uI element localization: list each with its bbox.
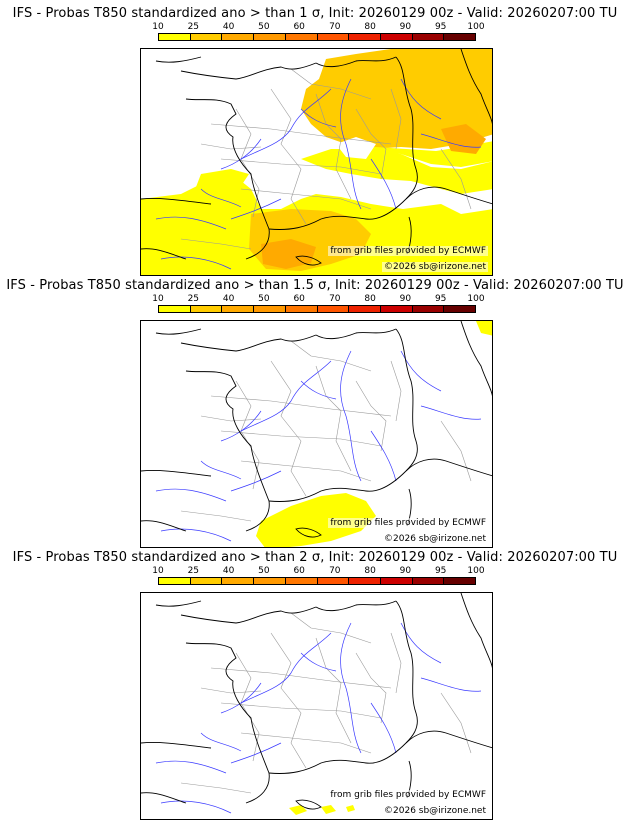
colorbar-swatch: [444, 578, 476, 584]
colorbar-strip: [158, 305, 476, 313]
probability-map: from grib files provided by ECMWF ©2026 …: [140, 592, 493, 820]
colorbar-strip: [158, 33, 476, 41]
colorbar-swatch: [317, 578, 350, 584]
colorbar-tick: 70: [329, 294, 341, 304]
colorbar-swatch: [444, 306, 476, 312]
panel-title: IFS - Probas T850 standardized ano > tha…: [12, 550, 618, 565]
colorbar-tick: 70: [329, 566, 341, 576]
colorbar-swatch: [317, 34, 350, 40]
colorbar-tick: 50: [258, 566, 270, 576]
data-source-note: from grib files provided by ECMWF: [328, 790, 488, 800]
colorbar-swatch: [159, 306, 191, 312]
colorbar-swatch: [222, 578, 255, 584]
colorbar-tick: 60: [293, 294, 305, 304]
colorbar: 10 25 40 50 60 70 80 90 95 100: [152, 22, 485, 42]
colorbar-swatch: [222, 306, 255, 312]
copyright-note: ©2026 sb@irizone.net: [382, 262, 488, 272]
colorbar-tick: 90: [399, 22, 412, 32]
colorbar-swatch: [380, 578, 413, 584]
panel-title: IFS - Probas T850 standardized ano > tha…: [6, 278, 624, 293]
colorbar-tick: 40: [222, 294, 235, 304]
colorbar-tick: 100: [467, 294, 485, 304]
colorbar-tick: 95: [434, 22, 447, 32]
map-canvas: [141, 49, 492, 275]
colorbar-swatch: [412, 578, 445, 584]
map-panel-2sigma: IFS - Probas T850 standardized ano > tha…: [0, 544, 630, 820]
colorbar-swatch: [444, 34, 476, 40]
map-canvas: [141, 593, 492, 815]
copyright-note: ©2026 sb@irizone.net: [382, 806, 488, 816]
probability-fields: [141, 49, 492, 275]
colorbar-swatch: [254, 34, 286, 40]
colorbar-swatch: [349, 34, 381, 40]
colorbar-tick: 40: [222, 566, 235, 576]
colorbar-swatch: [349, 306, 381, 312]
probability-fields: [256, 321, 492, 547]
panel-title: IFS - Probas T850 standardized ano > tha…: [12, 6, 618, 21]
colorbar-tick: 80: [364, 294, 376, 304]
colorbar-tick: 25: [187, 566, 200, 576]
colorbar-tick: 10: [152, 22, 164, 32]
colorbar-tick: 60: [293, 566, 305, 576]
colorbar-swatch: [285, 578, 318, 584]
colorbar-strip: [158, 577, 476, 585]
colorbar-swatch: [349, 578, 381, 584]
colorbar-tick: 25: [187, 294, 200, 304]
map-canvas: [141, 321, 492, 547]
colorbar-tick: 10: [152, 566, 164, 576]
map-panel-1sigma: IFS - Probas T850 standardized ano > tha…: [0, 0, 630, 276]
colorbar-swatch: [285, 34, 318, 40]
colorbar-swatch: [254, 578, 286, 584]
map-panel-1-5sigma: IFS - Probas T850 standardized ano > tha…: [0, 272, 630, 548]
colorbar-tick: 90: [399, 294, 412, 304]
colorbar-swatch: [317, 306, 350, 312]
colorbar-tick: 80: [364, 566, 376, 576]
colorbar-tick: 90: [399, 566, 412, 576]
colorbar-tick: 25: [187, 22, 200, 32]
probability-fields: [289, 805, 355, 815]
colorbar-labels: 10 25 40 50 60 70 80 90 95 100: [152, 294, 484, 304]
colorbar-swatch: [380, 34, 413, 40]
colorbar-swatch: [412, 306, 445, 312]
colorbar-labels: 10 25 40 50 60 70 80 90 95 100: [152, 566, 484, 576]
colorbar-tick: 100: [467, 566, 485, 576]
colorbar-tick: 60: [293, 22, 305, 32]
colorbar-swatch: [190, 306, 223, 312]
colorbar-tick: 50: [258, 294, 270, 304]
colorbar-swatch: [380, 306, 413, 312]
probability-map: from grib files provided by ECMWF ©2026 …: [140, 320, 493, 548]
colorbar: 10 25 40 50 60 70 80 90 95 100: [152, 294, 485, 314]
colorbar-swatch: [254, 306, 286, 312]
colorbar-swatch: [159, 34, 191, 40]
colorbar-tick: 95: [434, 566, 447, 576]
colorbar-tick: 95: [434, 294, 447, 304]
colorbar: 10 25 40 50 60 70 80 90 95 100: [152, 566, 485, 586]
colorbar-tick: 100: [467, 22, 485, 32]
colorbar-tick: 70: [329, 22, 341, 32]
copyright-note: ©2026 sb@irizone.net: [382, 534, 488, 544]
colorbar-swatch: [285, 306, 318, 312]
colorbar-tick: 10: [152, 294, 164, 304]
colorbar-swatch: [412, 34, 445, 40]
colorbar-swatch: [190, 34, 223, 40]
colorbar-labels: 10 25 40 50 60 70 80 90 95 100: [152, 22, 484, 32]
colorbar-tick: 80: [364, 22, 376, 32]
data-source-note: from grib files provided by ECMWF: [328, 246, 488, 256]
colorbar-swatch: [222, 34, 255, 40]
probability-map: from grib files provided by ECMWF ©2026 …: [140, 48, 493, 276]
data-source-note: from grib files provided by ECMWF: [328, 518, 488, 528]
colorbar-swatch: [190, 578, 223, 584]
colorbar-swatch: [159, 578, 191, 584]
colorbar-tick: 50: [258, 22, 270, 32]
colorbar-tick: 40: [222, 22, 235, 32]
